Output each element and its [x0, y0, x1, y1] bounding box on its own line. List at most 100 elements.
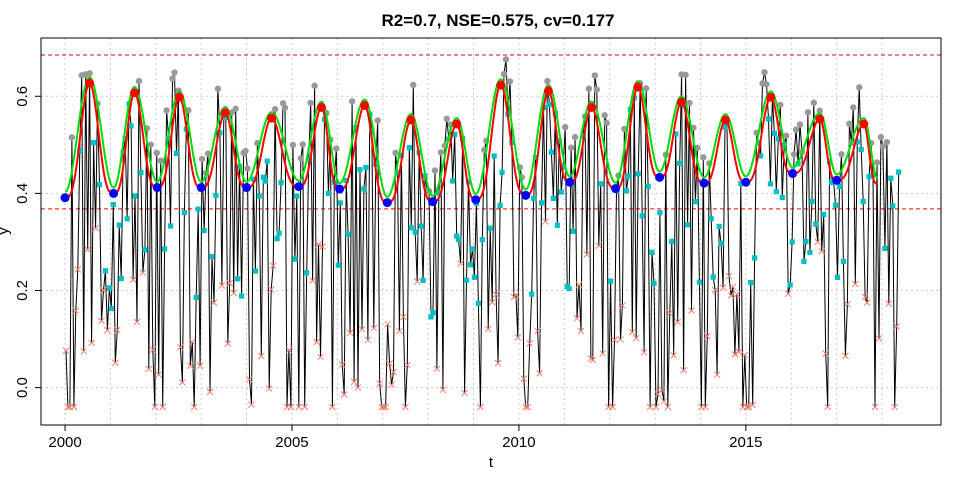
- x-point: [646, 403, 654, 411]
- x-point: [844, 300, 851, 308]
- cyan-point: [110, 201, 116, 208]
- trough-point: [565, 177, 575, 187]
- trough-point: [471, 195, 481, 205]
- x-point: [64, 403, 72, 411]
- grey-point: [244, 165, 251, 172]
- x-point: [745, 403, 753, 411]
- cyan-point: [832, 202, 839, 208]
- grey-point: [792, 126, 800, 133]
- cyan-point: [456, 236, 462, 243]
- grey-point: [281, 104, 289, 111]
- x-point: [822, 350, 830, 357]
- cyan-point: [827, 158, 833, 165]
- x-point: [301, 403, 309, 411]
- x-point: [670, 352, 678, 359]
- x-point: [265, 385, 273, 392]
- x-point: [674, 318, 682, 326]
- grey-point: [585, 85, 593, 92]
- reference-lines: [41, 54, 941, 210]
- grey-point: [348, 98, 356, 105]
- cyan-point: [394, 170, 401, 176]
- x-point: [484, 325, 492, 333]
- x-point: [380, 403, 388, 411]
- grey-point: [333, 145, 340, 152]
- y-axis: 0.0 0.2 0.4 0.6: [14, 86, 42, 398]
- x-point: [733, 290, 741, 298]
- x-axis: 2000 2005 2010 2015: [48, 424, 763, 451]
- x-point: [151, 403, 159, 411]
- cyan-point: [888, 175, 894, 181]
- cyan-point: [775, 136, 781, 142]
- cyan-point: [556, 138, 562, 144]
- trough-point: [242, 183, 252, 193]
- cyan-point: [217, 130, 223, 136]
- cyan-point: [491, 153, 497, 159]
- x-point: [719, 284, 727, 291]
- cyan-point: [635, 171, 641, 177]
- x-point: [287, 403, 295, 411]
- y-tick-label: 0.2: [14, 280, 31, 301]
- grey-point: [214, 85, 222, 92]
- x-point: [457, 260, 464, 267]
- peak-point: [360, 100, 370, 110]
- cyan-point: [854, 139, 860, 145]
- cyan-point: [436, 190, 442, 196]
- x-point: [477, 403, 484, 411]
- x-point: [573, 314, 581, 322]
- cyan-point: [529, 291, 535, 297]
- x-point: [340, 391, 348, 398]
- x-point: [875, 335, 883, 342]
- peak-point: [633, 82, 643, 92]
- cyan-point: [90, 140, 97, 146]
- cyan-point: [649, 249, 655, 255]
- x-point: [512, 291, 520, 299]
- peak-point: [815, 114, 825, 124]
- x-point: [400, 313, 407, 321]
- grey-point: [232, 105, 239, 112]
- grey-point: [242, 147, 249, 155]
- x-point: [619, 302, 626, 309]
- x-point: [703, 332, 711, 340]
- grey-point: [816, 107, 823, 114]
- cyan-point: [738, 180, 744, 187]
- peak-point: [316, 102, 326, 112]
- x-point: [92, 224, 99, 232]
- cyan-point: [657, 210, 663, 216]
- grey-point: [163, 107, 170, 114]
- grey-point: [562, 123, 569, 131]
- cyan-point: [801, 258, 807, 265]
- x-point: [246, 376, 253, 383]
- cyan-point: [428, 314, 434, 320]
- grey-point: [601, 112, 608, 119]
- cyan-point: [757, 153, 764, 159]
- x-point: [725, 272, 733, 280]
- cyan-point: [325, 190, 332, 197]
- grey-point: [603, 119, 610, 127]
- cyan-point: [546, 102, 553, 108]
- grey-point: [374, 117, 381, 124]
- cyan-point: [118, 275, 124, 282]
- grey-point: [289, 141, 297, 149]
- grey-point: [796, 121, 804, 128]
- cyan-point: [836, 183, 843, 190]
- cyan-point: [552, 110, 558, 116]
- grey-point: [873, 159, 881, 166]
- x-point: [536, 370, 543, 377]
- grid: [41, 38, 941, 425]
- cyan-point: [550, 195, 556, 201]
- peak-point: [720, 115, 730, 125]
- cyan-point: [716, 223, 722, 230]
- x-point: [384, 320, 391, 328]
- x-point: [133, 318, 141, 326]
- x-point: [652, 403, 660, 411]
- grey-point: [856, 84, 863, 91]
- grey-point: [392, 149, 399, 157]
- trough-point: [611, 184, 621, 194]
- x-point: [488, 298, 496, 306]
- x-point: [98, 317, 105, 325]
- x-point: [70, 403, 78, 411]
- x-point: [295, 403, 303, 411]
- grey-point: [169, 75, 176, 82]
- x-point: [74, 266, 82, 273]
- cyan-point: [408, 225, 414, 231]
